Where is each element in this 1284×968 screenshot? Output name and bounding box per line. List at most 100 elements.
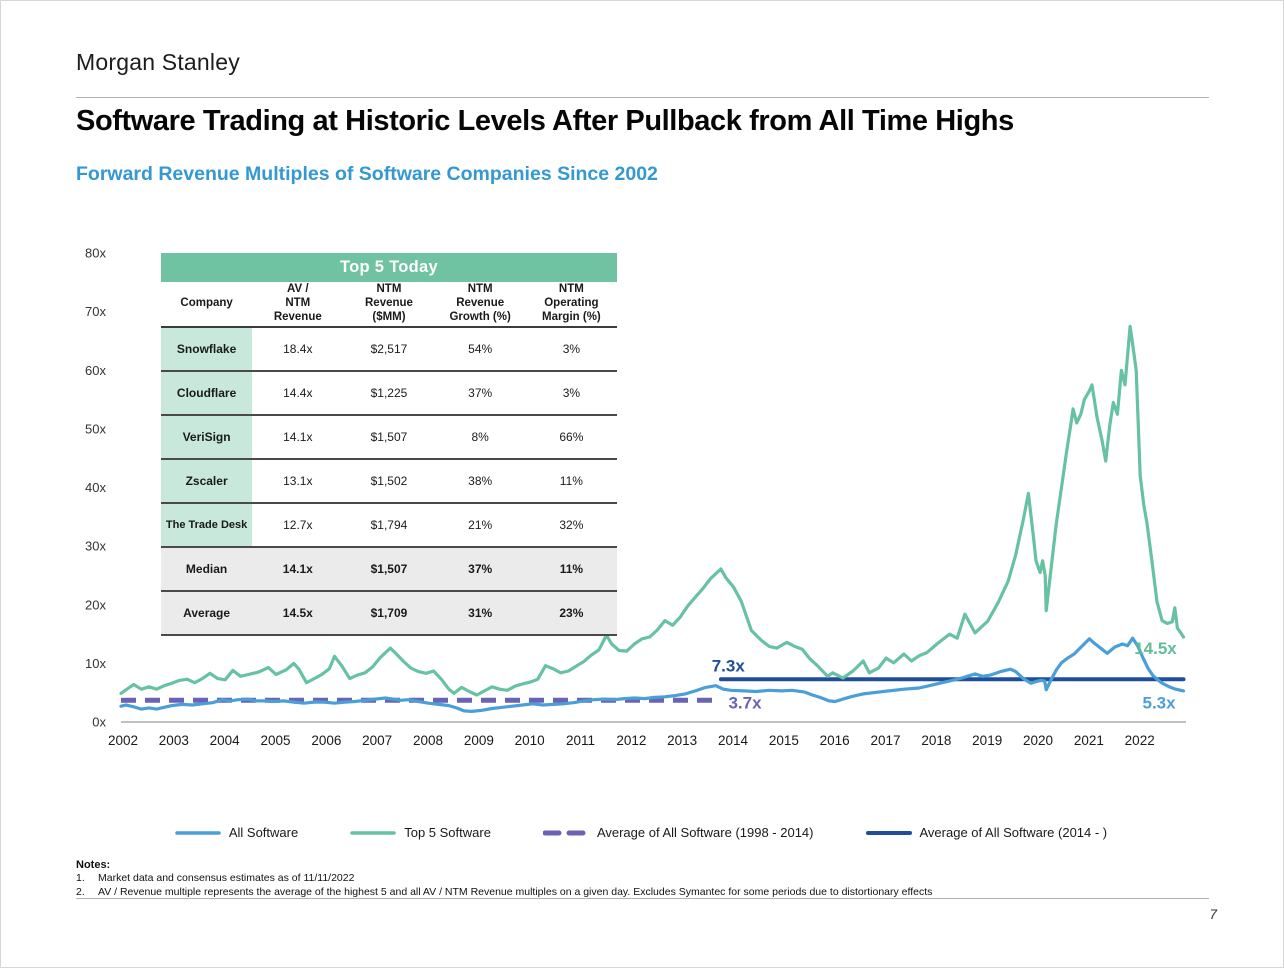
x-tick-label: 2003 xyxy=(159,733,189,748)
notes-heading: Notes: xyxy=(76,859,111,871)
x-tick-label: 2011 xyxy=(566,733,595,748)
value-cell: 18.4x xyxy=(252,327,344,372)
y-axis-labels: 0x 10x 20x 30x 40x 50x 60x 70x 80x xyxy=(85,246,106,730)
y-tick-label: 60x xyxy=(85,363,106,378)
x-tick-label: 2021 xyxy=(1074,733,1104,748)
company-cell: Zscaler xyxy=(161,459,253,504)
legend-item-top-5-software: Top 5 Software xyxy=(350,825,491,840)
value-cell: 14.1x xyxy=(252,547,344,592)
value-cell: 23% xyxy=(525,591,617,636)
value-cell: 12.7x xyxy=(252,503,344,548)
value-cell: $1,225 xyxy=(343,371,435,416)
value-cell: 37% xyxy=(434,371,526,416)
value-cell: 14.1x xyxy=(252,415,344,460)
legend-item-average-of-all-software-2014: Average of All Software (2014 - ) xyxy=(865,825,1108,840)
chart-legend: All Software Top 5 Software Average of All… xyxy=(76,825,1206,840)
table-row-median: Median 14.1x $1,507 37% 11% xyxy=(161,547,617,592)
legend-label: Average of All Software (1998 - 2014) xyxy=(596,825,814,840)
company-cell: Cloudflare xyxy=(161,371,253,416)
y-tick-label: 0x xyxy=(92,715,106,730)
y-tick-label: 50x xyxy=(85,421,106,436)
value-cell: 8% xyxy=(434,415,526,460)
notes: Notes: 1. Market data and consensus estim… xyxy=(76,859,1156,899)
value-cell: 3% xyxy=(525,327,617,372)
table-title: Top 5 Today xyxy=(161,253,617,282)
page-number: 7 xyxy=(1209,907,1217,922)
value-cell: 14.4x xyxy=(252,371,344,416)
value-cell: 66% xyxy=(525,415,617,460)
morgan-stanley-logo: Morgan Stanley xyxy=(76,49,240,75)
table-column-headers: Company AV / NTM Revenue NTM Revenue ($MM)… xyxy=(161,282,617,328)
legend-label: Average of All Software (2014 - ) xyxy=(919,825,1108,840)
table-row-verisign: VeriSign 14.1x $1,507 8% 66% xyxy=(161,415,617,460)
table-row-average: Average 14.5x $1,709 31% 23% xyxy=(161,591,617,636)
x-tick-label: 2018 xyxy=(921,733,951,748)
table-row-the-trade-desk: The Trade Desk 12.7x $1,794 21% 32% xyxy=(161,503,617,548)
legend-swatch-dashed-line xyxy=(542,830,589,835)
company-cell: The Trade Desk xyxy=(161,503,253,548)
x-tick-label: 2006 xyxy=(311,733,341,748)
x-tick-label: 2019 xyxy=(972,733,1002,748)
x-tick-label: 2012 xyxy=(616,733,646,748)
column-header-ntm-operating-margin: NTM Operating Margin (%) xyxy=(525,282,617,328)
page-subtitle: Forward Revenue Multiples of Software Co… xyxy=(76,163,658,185)
column-header-company: Company xyxy=(161,282,253,328)
legend-item-all-software: All Software xyxy=(175,825,298,840)
legend-swatch-line xyxy=(865,830,912,835)
x-tick-label: 2015 xyxy=(769,733,799,748)
page-title: Software Trading at Historic Levels Afte… xyxy=(76,105,1014,137)
value-cell: 38% xyxy=(434,459,526,504)
note-number: 1. xyxy=(76,872,85,884)
value-cell: 11% xyxy=(525,459,617,504)
x-tick-label: 2010 xyxy=(515,733,545,748)
y-tick-label: 70x xyxy=(85,304,106,319)
value-cell: 37% xyxy=(434,547,526,592)
value-cell: $1,794 xyxy=(343,503,435,548)
value-cell: $1,507 xyxy=(343,415,435,460)
x-tick-label: 2020 xyxy=(1023,733,1053,748)
x-tick-label: 2017 xyxy=(871,733,901,748)
x-axis-labels: 2002 2003 2004 2005 2006 2007 2008 2009 2010 2011… xyxy=(108,733,1155,748)
header-divider xyxy=(76,97,1209,98)
note-text: Market data and consensus estimates as o… xyxy=(98,872,355,884)
legend-label: Top 5 Software xyxy=(404,825,491,840)
value-cell: 32% xyxy=(525,503,617,548)
value-cell: 13.1x xyxy=(252,459,344,504)
note-number: 2. xyxy=(76,885,85,898)
y-tick-label: 40x xyxy=(85,480,106,495)
annotation-7-3x: 7.3x xyxy=(712,657,746,676)
x-tick-label: 2004 xyxy=(210,733,241,748)
value-cell: 21% xyxy=(434,503,526,548)
column-header-ntm-revenue-growth: NTM Revenue Growth (%) xyxy=(434,282,526,328)
legend-label: All Software xyxy=(228,825,299,840)
series-line-top-5-software xyxy=(119,324,1186,697)
value-cell: $1,502 xyxy=(343,459,435,504)
annotation-3-7x: 3.7x xyxy=(728,694,762,713)
x-tick-label: 2022 xyxy=(1125,733,1155,748)
value-cell: 14.5x xyxy=(252,591,344,636)
value-cell: 31% xyxy=(434,591,526,636)
table-row-zscaler: Zscaler 13.1x $1,502 38% 11% xyxy=(161,459,617,504)
value-cell: 3% xyxy=(525,371,617,416)
legend-item-average-of-all-software-1998-2014: Average of All Software (1998 - 2014) xyxy=(542,825,814,840)
x-tick-label: 2009 xyxy=(464,733,494,748)
legend-swatch-line xyxy=(350,830,396,835)
value-cell: $1,709 xyxy=(343,591,435,636)
column-header-ntm-revenue-mm: NTM Revenue ($MM) xyxy=(343,282,435,328)
company-cell: VeriSign xyxy=(161,415,253,460)
x-tick-label: 2016 xyxy=(820,733,850,748)
y-tick-label: 20x xyxy=(85,597,106,612)
y-tick-label: 80x xyxy=(85,246,106,261)
notes-list: 1. Market data and consensus estimates as… xyxy=(76,872,1156,899)
x-tick-label: 2005 xyxy=(260,733,290,748)
company-cell: Average xyxy=(161,591,253,636)
table-row-cloudflare: Cloudflare 14.4x $1,225 37% 3% xyxy=(161,371,617,416)
company-cell: Median xyxy=(161,547,253,592)
x-tick-label: 2007 xyxy=(362,733,392,748)
x-tick-label: 2002 xyxy=(108,733,138,748)
column-header-av-ntm-revenue: AV / NTM Revenue xyxy=(252,282,344,328)
annotation-5-3x: 5.3x xyxy=(1143,694,1177,713)
annotation-14-5x: 14.5x xyxy=(1134,639,1177,658)
